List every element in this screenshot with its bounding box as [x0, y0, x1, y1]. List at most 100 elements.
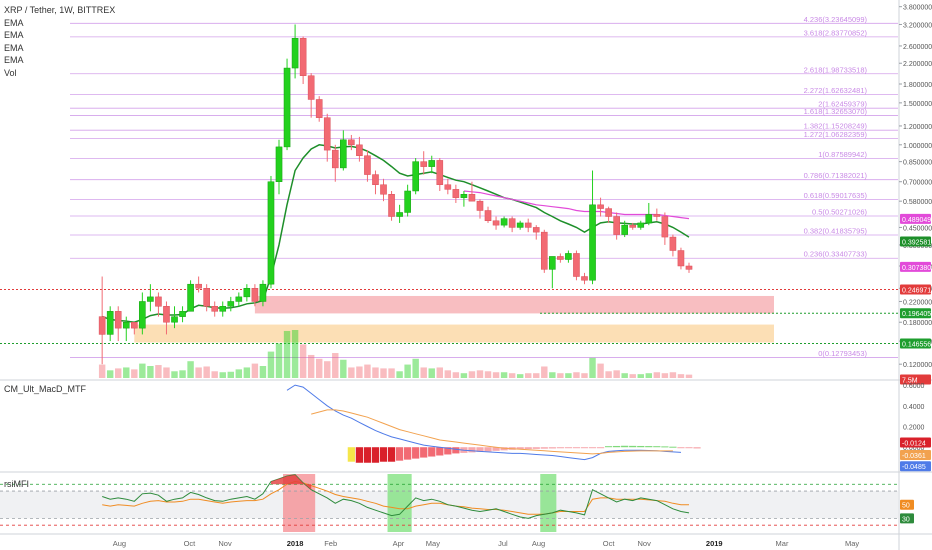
time-axis-label: Aug — [532, 539, 545, 548]
candle-body — [131, 321, 138, 329]
macd-badge — [900, 437, 931, 448]
candle-body — [388, 194, 395, 217]
rsi-badge-label: 50 — [902, 503, 910, 510]
candle — [613, 212, 620, 240]
rsi-pane-label[interactable]: rsiMFI — [4, 479, 29, 489]
candle-body — [299, 38, 307, 76]
candle — [307, 73, 315, 118]
volume-bar — [428, 368, 435, 378]
macd-histogram-bar — [548, 447, 556, 449]
price-tick-label: 3.8000000 — [903, 5, 932, 12]
candle — [139, 292, 146, 335]
candle-body — [195, 283, 202, 289]
candle-body — [420, 161, 428, 167]
candle — [468, 181, 476, 202]
candle-body — [356, 144, 363, 156]
candle — [243, 284, 251, 302]
candle — [565, 250, 572, 263]
candle-body — [315, 99, 323, 118]
volume-bar — [315, 358, 323, 378]
fib-label: 0.786(0.71382021) — [804, 171, 868, 180]
candle-body — [428, 160, 436, 167]
candle — [323, 113, 331, 162]
candle — [573, 250, 580, 281]
candle — [179, 306, 186, 323]
indicator-ema-4[interactable]: EMA — [4, 55, 24, 66]
candle — [147, 284, 154, 312]
price-badge — [900, 261, 931, 272]
candle-body — [629, 224, 637, 228]
volume-bar — [613, 370, 620, 378]
candle — [275, 139, 283, 195]
candle-body — [114, 311, 122, 329]
time-axis-label: Feb — [324, 539, 337, 548]
macd-pane-label[interactable]: CM_Ult_MacD_MTF — [4, 384, 87, 394]
time-axis-label: May — [845, 539, 859, 548]
volume-bar — [388, 368, 395, 378]
candle — [283, 58, 291, 151]
volume-bar — [340, 359, 347, 378]
time-axis-label: Apr — [393, 539, 405, 548]
candle — [340, 130, 347, 171]
macd-histogram-bar — [468, 447, 476, 453]
volume-bar — [589, 357, 596, 378]
macd-histogram-bar — [516, 447, 524, 450]
chart-title: XRP / Tether, 1W, BITTREX — [4, 5, 116, 15]
macd-histogram-bar — [685, 447, 693, 449]
time-axis-label: Nov — [218, 539, 232, 548]
candle-body — [147, 296, 154, 302]
volume-bar — [516, 374, 524, 378]
candle — [211, 301, 219, 317]
candle-body — [460, 194, 468, 198]
candle — [155, 292, 162, 317]
volume-bar — [629, 374, 636, 378]
orange-zone — [134, 324, 775, 343]
candle-body — [251, 287, 259, 302]
volume-bar — [452, 372, 460, 378]
fib-label: 2.272(1.62632481) — [804, 86, 868, 95]
volume-bar — [171, 371, 178, 378]
candle-body — [468, 194, 476, 202]
fib-label: 1(0.87589942) — [818, 150, 867, 159]
time-axis-label: May — [426, 539, 440, 548]
indicator-ema-3[interactable]: EMA — [4, 42, 24, 53]
volume-bar — [669, 372, 677, 378]
macd-histogram-bar — [404, 447, 412, 460]
indicator-ema-2[interactable]: EMA — [4, 30, 24, 41]
volume-bar — [404, 364, 411, 378]
legend: XRP / Tether, 1W, BITTREX EMA EMA EMA EM… — [4, 4, 115, 80]
macd-tick-label: 0.6000 — [903, 383, 925, 390]
candle-body — [364, 155, 371, 175]
indicator-volume[interactable]: Vol — [4, 67, 17, 78]
volume-bar — [307, 354, 315, 378]
macd-tick-label: 0.4000 — [903, 404, 925, 411]
volume-bar — [468, 371, 476, 378]
fib-label: 2(1.62459379) — [818, 100, 867, 109]
candle — [315, 96, 323, 122]
macd-line — [286, 384, 682, 461]
candle-body — [516, 222, 524, 228]
candle — [492, 216, 500, 230]
candle-body — [565, 253, 572, 260]
volume-bar — [581, 373, 588, 378]
price-badge — [900, 338, 931, 349]
indicator-ema-1[interactable]: EMA — [4, 17, 24, 28]
candle-body — [155, 296, 162, 307]
candle-body — [532, 227, 540, 233]
candle-body — [669, 236, 677, 251]
volume-bar — [484, 371, 492, 378]
candle — [452, 184, 460, 203]
volume-bar — [372, 367, 379, 378]
volume-bar — [259, 366, 267, 378]
price-badge-label: 0.14655639 — [902, 341, 932, 348]
candle-body — [605, 208, 612, 217]
candle — [219, 301, 227, 317]
candle — [388, 190, 395, 221]
candle — [597, 197, 604, 217]
candle — [163, 301, 170, 335]
volume-bar — [123, 367, 130, 378]
